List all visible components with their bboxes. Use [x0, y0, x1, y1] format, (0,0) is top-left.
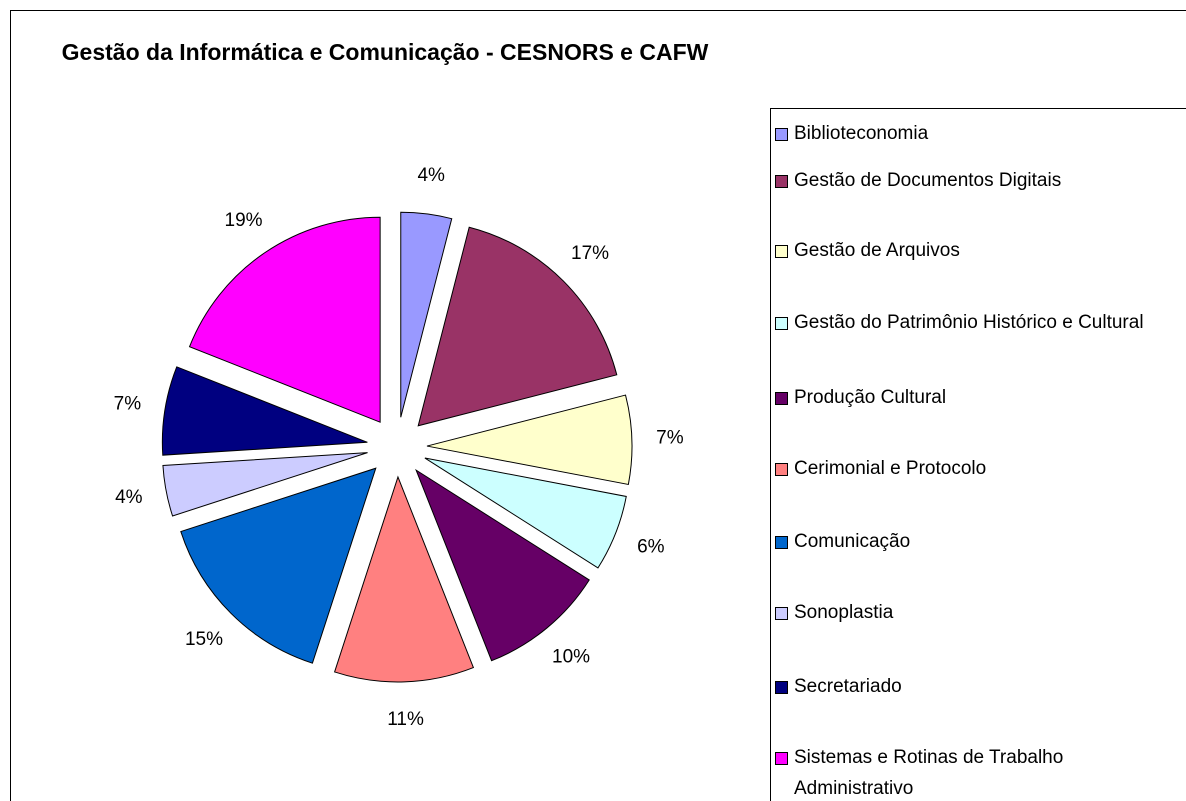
legend-label: Sistemas e Rotinas de Trabalho Administr… [794, 747, 1064, 799]
pie-slice [415, 468, 590, 662]
legend-item: Produção Cultural [775, 382, 1185, 413]
legend-label: Biblioteconomia [794, 123, 929, 144]
legend-item: Sistemas e Rotinas de Trabalho Administr… [775, 742, 1185, 801]
legend-label: Sonoplastia [794, 602, 894, 623]
legend-swatch [775, 128, 788, 141]
legend-label: Produção Cultural [794, 387, 947, 408]
legend-item: Gestão de Documentos Digitais [775, 165, 1185, 196]
legend-swatch [775, 317, 788, 330]
pie-slice [417, 226, 618, 427]
pie-slice [400, 211, 453, 418]
pie-slice [426, 394, 633, 486]
legend-label: Cerimonial e Protocolo [794, 458, 987, 479]
chart-frame [10, 10, 1186, 801]
legend-label: Secretariado [794, 676, 902, 697]
data-label: 4% [417, 165, 445, 186]
legend-swatch [775, 392, 788, 405]
legend-swatch [775, 245, 788, 258]
data-label: 15% [185, 629, 223, 650]
legend [770, 108, 1186, 801]
legend-item: Comunicação [775, 526, 1185, 557]
pie-slice [162, 452, 368, 517]
legend-swatch [775, 175, 788, 188]
legend-swatch [775, 463, 788, 476]
legend-item: Cerimonial e Protocolo [775, 453, 1185, 484]
data-label: 7% [114, 393, 142, 414]
pie-slice [333, 475, 475, 683]
data-label: 17% [571, 243, 609, 264]
data-label: 4% [115, 487, 143, 508]
pie-slice [180, 467, 377, 664]
pie-slice [424, 457, 627, 569]
data-label: 10% [552, 646, 590, 667]
legend-label: Gestão de Arquivos [794, 240, 960, 261]
pie-slice [161, 366, 368, 456]
chart-title: Gestão da Informática e Comunicação - CE… [62, 39, 709, 65]
data-label: 11% [387, 709, 424, 730]
legend-swatch [775, 752, 788, 765]
legend-label: Comunicação [794, 531, 911, 552]
legend-item: Gestão do Patrimônio Histórico e Cultura… [775, 307, 1185, 338]
data-label: 19% [225, 210, 263, 231]
pie-slice [188, 216, 381, 423]
legend-item: Secretariado [775, 671, 1185, 702]
data-label: 6% [637, 537, 665, 558]
data-label: 7% [656, 427, 684, 448]
legend-item: Gestão de Arquivos [775, 235, 1185, 266]
legend-label: Gestão de Documentos Digitais [794, 170, 1062, 191]
legend-label: Gestão do Patrimônio Histórico e Cultura… [794, 312, 1144, 333]
legend-swatch [775, 536, 788, 549]
legend-swatch [775, 681, 788, 694]
legend-item: Biblioteconomia [775, 118, 1185, 149]
legend-swatch [775, 607, 788, 620]
legend-item: Sonoplastia [775, 597, 1185, 628]
